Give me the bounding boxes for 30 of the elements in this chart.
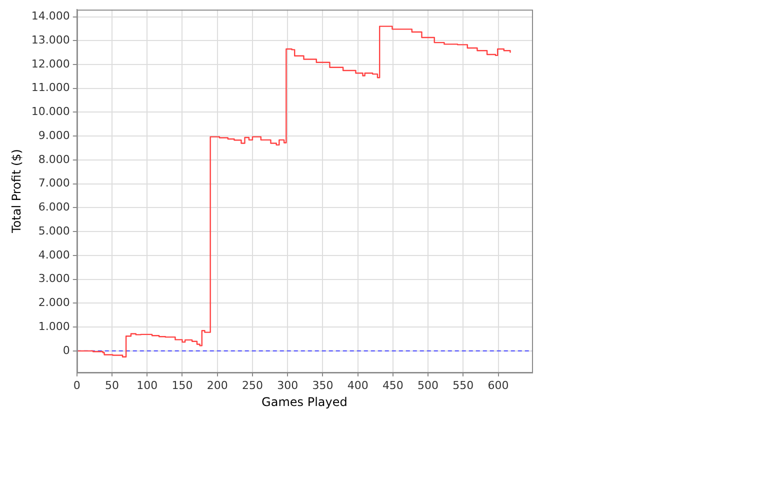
y-tick-label: 14.000 [31,10,70,23]
y-tick-label: 9.000 [38,128,70,142]
x-tick-label: 300 [277,378,298,392]
x-tick-label: 400 [347,378,368,392]
x-tick-label: 50 [105,378,120,392]
x-tick-label: 200 [206,378,228,392]
x-tick-label: 350 [312,378,334,392]
x-tick-label: 500 [418,378,439,392]
y-tick-label: 6.000 [38,200,70,214]
y-tick-label: 0 [62,344,70,357]
y-tick-label: 12.000 [31,57,70,70]
y-tick-label: 8.000 [38,152,70,166]
y-tick-label: 10.000 [31,105,70,118]
y-tick-label: 4.000 [38,248,70,262]
x-tick-label: 100 [136,378,158,392]
x-tick-label: 550 [452,378,474,392]
x-tick-label: 0 [73,378,80,392]
y-tick-label: 7.000 [38,176,70,190]
x-tick-label: 600 [488,378,509,392]
x-tick-label: 150 [172,378,193,392]
y-axis-title: Total Profit ($) [9,149,24,234]
y-tick-label: 11.000 [31,81,70,94]
x-tick-label: 250 [242,378,263,392]
y-tick-label: 5.000 [38,224,70,238]
x-axis-title: Games Played [262,394,348,409]
y-tick-label: 1.000 [38,320,70,333]
y-tick-label: 13.000 [31,33,70,46]
y-tick-label: 3.000 [38,272,70,286]
x-tick-label: 450 [382,378,404,392]
y-tick-label: 2.000 [38,296,70,310]
